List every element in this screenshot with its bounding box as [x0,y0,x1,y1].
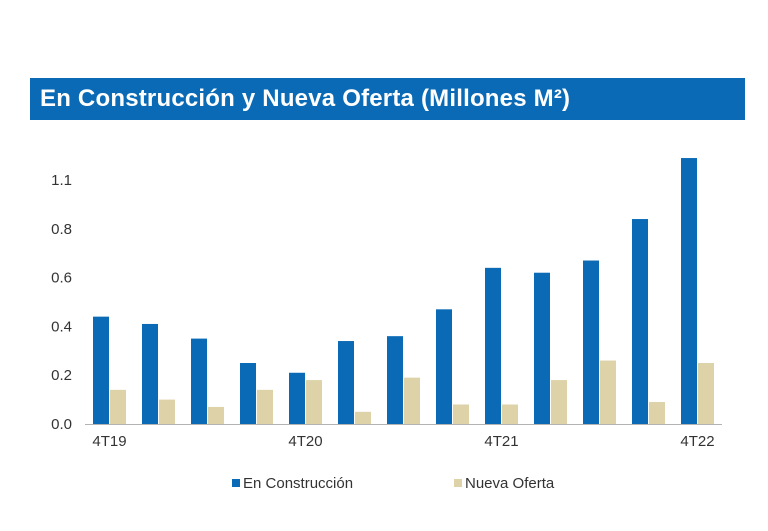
x-tick-label: 4T19 [92,433,126,450]
y-tick-label: 0.8 [51,221,72,238]
bar-en-construccion [142,323,158,424]
bar-nueva-oferta [208,406,224,424]
bar-en-construccion [240,363,256,424]
bar-en-construccion [387,336,403,424]
y-tick-label: 0.6 [51,270,72,287]
y-tick-label: 0.2 [51,367,72,384]
legend-swatch-en-construccion [232,479,240,487]
bar-nueva-oferta [453,404,469,424]
bar-en-construccion [681,158,697,425]
legend-label-nueva-oferta: Nueva Oferta [465,475,555,492]
bar-nueva-oferta [355,411,371,424]
y-tick-label: 0.4 [51,318,72,335]
y-tick-label: 1.1 [51,172,72,189]
y-tick-label: 0.0 [51,416,72,433]
bar-nueva-oferta [404,377,420,424]
x-tick-label: 4T21 [484,433,518,450]
bar-en-construccion [534,272,550,424]
bar-nueva-oferta [600,360,616,424]
bar-nueva-oferta [110,389,126,424]
bar-en-construccion [485,267,501,424]
bar-en-construccion [93,316,109,424]
x-tick-label: 4T22 [680,433,714,450]
bar-en-construccion [191,338,207,424]
bar-nueva-oferta [551,380,567,424]
bar-en-construccion [436,309,452,424]
bar-nueva-oferta [159,399,175,424]
bar-en-construccion [632,219,648,424]
bar-en-construccion [289,372,305,424]
bar-nueva-oferta [257,389,273,424]
chart-title: En Construcción y Nueva Oferta (Millones… [40,85,571,112]
bar-en-construccion [338,341,354,424]
legend-swatch-nueva-oferta [454,479,462,487]
x-tick-label: 4T20 [288,433,322,450]
bar-nueva-oferta [306,380,322,424]
legend-label-en-construccion: En Construcción [243,475,353,492]
bar-nueva-oferta [698,363,714,424]
bar-nueva-oferta [649,402,665,424]
bar-en-construccion [583,260,599,424]
chart-title-bar: En Construcción y Nueva Oferta (Millones… [30,78,745,120]
bar-nueva-oferta [502,404,518,424]
